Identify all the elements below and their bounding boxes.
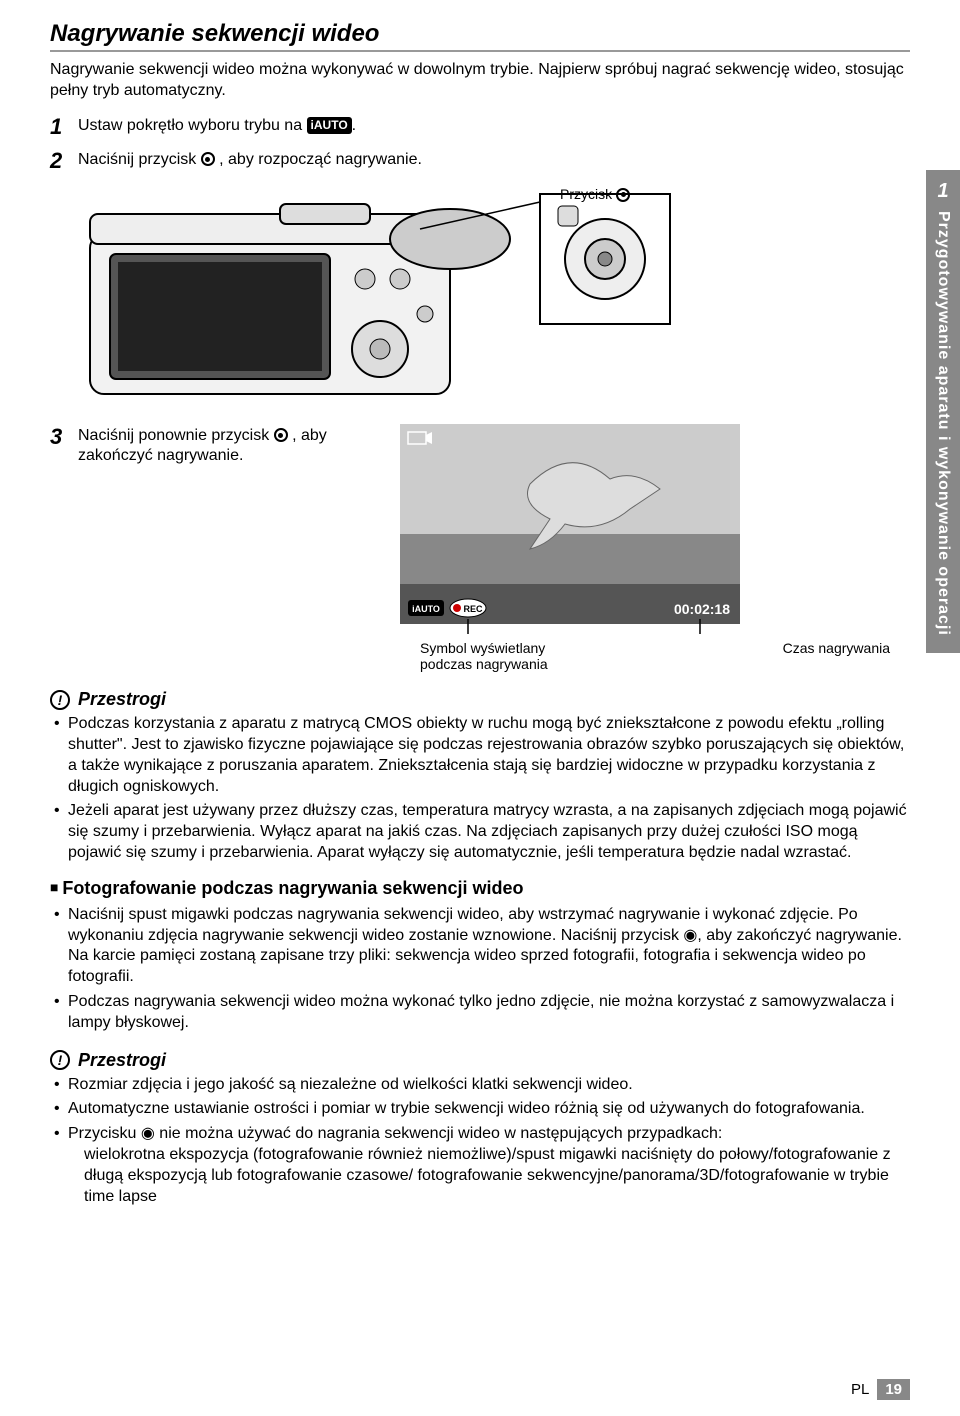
caution-icon: ! [50,1050,70,1070]
cautions-list-1: Podczas korzystania z aparatu z matrycą … [50,714,910,864]
cautions-title: Przestrogi [78,1050,166,1071]
cautions-list-2: Rozmiar zdjęcia i jego jakość są niezale… [50,1075,910,1208]
subsection-list: Naciśnij spust migawki podczas nagrywani… [50,905,910,1034]
step1-text: Ustaw pokrętło wyboru trybu na [78,117,307,134]
caution-icon: ! [50,690,70,710]
lcd-recording-time: 00:02:18 [674,601,730,617]
step2-text-b: , aby rozpocząć nagrywanie. [219,151,422,168]
page-footer: PL 19 [851,1379,910,1400]
lcd-left-label: Symbol wyświetlany podczas nagrywania [420,640,590,674]
chapter-title: Przygotowywanie aparatu i wykonywanie op… [934,211,952,636]
page-title: Nagrywanie sekwencji wideo [50,20,910,52]
lcd-preview: iAUTO REC 00:02:18 Symbol wyświetlany po… [400,424,910,674]
step-number: 2 [50,148,78,174]
caution-item: Automatyczne ustawianie ostrości i pomia… [68,1099,910,1120]
lcd-rec-icon: REC [463,604,483,614]
iauto-badge: iAUTO [307,117,352,135]
list-item: Naciśnij spust migawki podczas nagrywani… [68,905,910,988]
camera-illustration: Przycisk [80,184,910,404]
record-button-icon [616,188,630,202]
lcd-right-label: Czas nagrywania [783,640,890,674]
step-3: 3 Naciśnij ponownie przycisk , aby zakoń… [50,424,370,468]
step-2: 2 Naciśnij przycisk , aby rozpocząć nagr… [50,148,910,174]
step2-text-a: Naciśnij przycisk [78,151,201,168]
intro-text: Nagrywanie sekwencji wideo można wykonyw… [50,60,910,102]
przycisk-label: Przycisk [560,186,616,202]
caution-subitem: wielokrotna ekspozycja (fotografowanie r… [84,1145,910,1207]
lcd-iauto-icon: iAUTO [412,604,440,614]
subsection-heading: Fotografowanie podczas nagrywania sekwen… [50,878,910,899]
caution-item: Jeżeli aparat jest używany przez dłuższy… [68,801,910,863]
caution-item: Rozmiar zdjęcia i jego jakość są niezale… [68,1075,910,1096]
step-number: 3 [50,424,78,450]
chapter-tab: 1 Przygotowywanie aparatu i wykonywanie … [926,170,960,653]
caution-item: Przycisku ◉ nie można używać do nagrania… [68,1124,910,1207]
footer-page-number: 19 [877,1379,910,1400]
record-button-icon [201,152,215,166]
footer-lang: PL [851,1381,869,1398]
step-1: 1 Ustaw pokrętło wyboru trybu na iAUTO. [50,114,910,140]
record-button-icon [274,428,288,442]
chapter-number: 1 [926,180,960,203]
caution-item: Podczas korzystania z aparatu z matrycą … [68,714,910,797]
list-item: Podczas nagrywania sekwencji wideo można… [68,992,910,1034]
step3-text-a: Naciśnij ponownie przycisk [78,427,274,444]
step-number: 1 [50,114,78,140]
cautions-title: Przestrogi [78,689,166,710]
